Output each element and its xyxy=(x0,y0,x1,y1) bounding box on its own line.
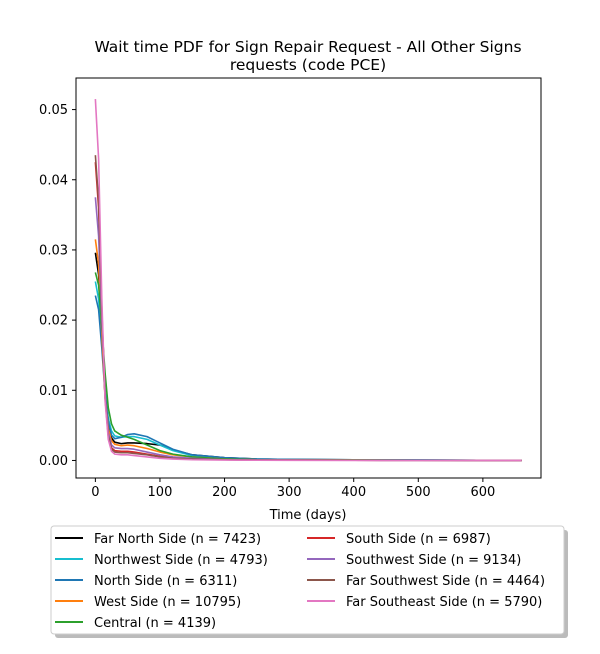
y-tick-label: 0.01 xyxy=(39,384,68,399)
series-line-6 xyxy=(94,197,522,462)
x-tick-label: 500 xyxy=(406,485,431,500)
legend-label: North Side (n = 6311) xyxy=(94,574,237,589)
plot-frame xyxy=(75,77,542,479)
legend-label: Far North Side (n = 7423) xyxy=(94,532,261,547)
legend-label: West Side (n = 10795) xyxy=(94,595,241,610)
x-tick-label: 600 xyxy=(470,485,495,500)
x-tick-label: 300 xyxy=(277,485,302,500)
series-line-3 xyxy=(94,239,522,462)
series-line-8 xyxy=(94,99,522,462)
x-tick-label: 100 xyxy=(148,485,173,500)
legend-label: Central (n = 4139) xyxy=(94,616,216,631)
series-line-1 xyxy=(94,281,522,462)
chart-title-line2: requests (code PCE) xyxy=(230,56,386,74)
series-line-2 xyxy=(94,295,522,462)
plot-lines xyxy=(94,99,522,462)
x-tick-label: 0 xyxy=(91,485,99,500)
series-line-4 xyxy=(94,272,522,462)
x-tick-label: 200 xyxy=(212,485,237,500)
y-tick-label: 0.04 xyxy=(39,173,68,188)
x-axis-label: Time (days) xyxy=(269,508,347,523)
y-tick-label: 0.05 xyxy=(39,103,68,118)
y-tick-label: 0.02 xyxy=(39,314,68,329)
chart-title-line1: Wait time PDF for Sign Repair Request - … xyxy=(94,38,521,56)
legend: Far North Side (n = 7423) Northwest Side … xyxy=(50,525,568,638)
series-line-0 xyxy=(94,252,522,462)
legend-label: Southwest Side (n = 9134) xyxy=(346,553,521,568)
y-axis-ticks: 0.00 0.01 0.02 0.03 0.04 0.05 xyxy=(39,103,76,469)
y-tick-label: 0.00 xyxy=(39,454,68,469)
legend-label: Northwest Side (n = 4793) xyxy=(94,553,268,568)
legend-label: Far Southwest Side (n = 4464) xyxy=(346,574,545,589)
legend-label: South Side (n = 6987) xyxy=(346,532,491,547)
legend-label: Far Southeast Side (n = 5790) xyxy=(346,595,542,610)
series-line-5 xyxy=(94,162,522,462)
x-axis-ticks: 0 100 200 300 400 500 600 xyxy=(91,478,495,500)
y-tick-label: 0.03 xyxy=(39,243,68,258)
series-line-7 xyxy=(94,155,522,462)
x-tick-label: 400 xyxy=(341,485,366,500)
